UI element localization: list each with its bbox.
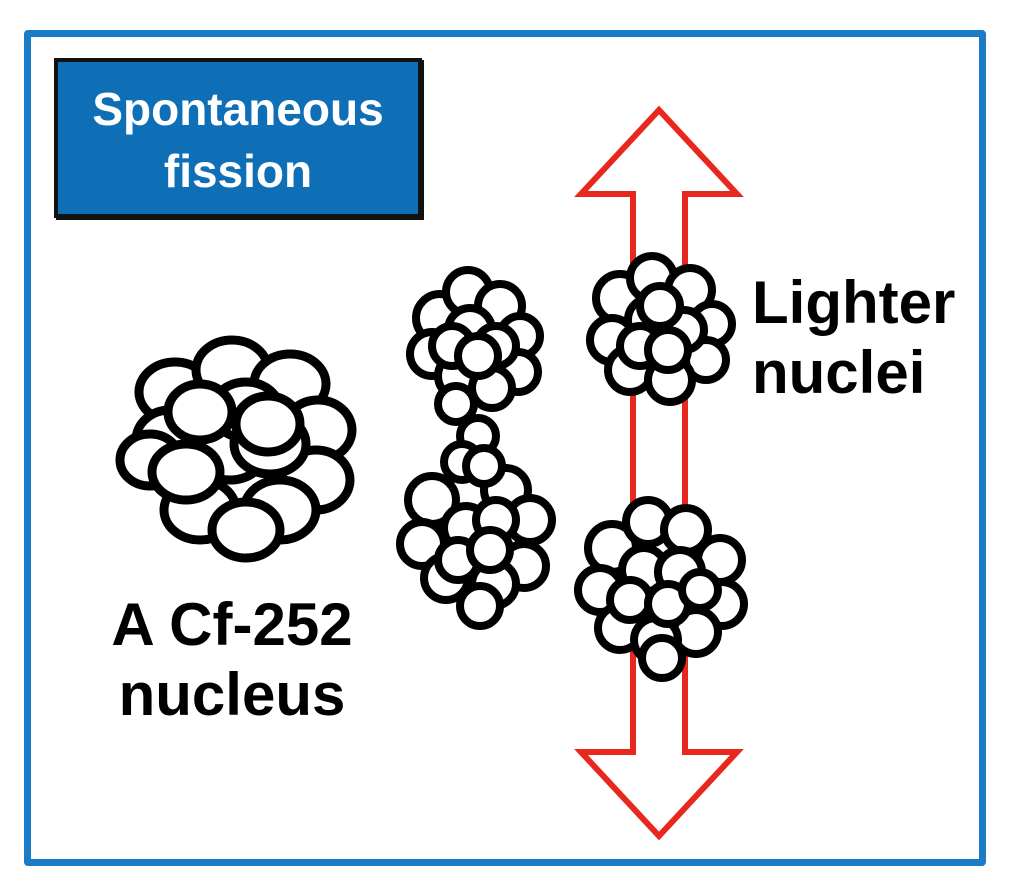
products-label: Lighter nuclei xyxy=(752,268,982,408)
nucleus-icon xyxy=(120,340,352,558)
lighter-nucleus-icon xyxy=(590,256,732,402)
products-label-line-2: nuclei xyxy=(752,338,982,408)
lighter-nucleus-icon xyxy=(578,500,744,678)
splitting-nucleus-icon xyxy=(400,270,552,626)
products-label-line-1: Lighter xyxy=(752,268,982,338)
nucleus-label-line-2: nucleus xyxy=(92,660,372,730)
nucleus-label-line-1: A Cf-252 xyxy=(92,590,372,660)
double-arrow-icon xyxy=(581,110,737,836)
nucleus-label: A Cf-252 nucleus xyxy=(92,590,372,730)
